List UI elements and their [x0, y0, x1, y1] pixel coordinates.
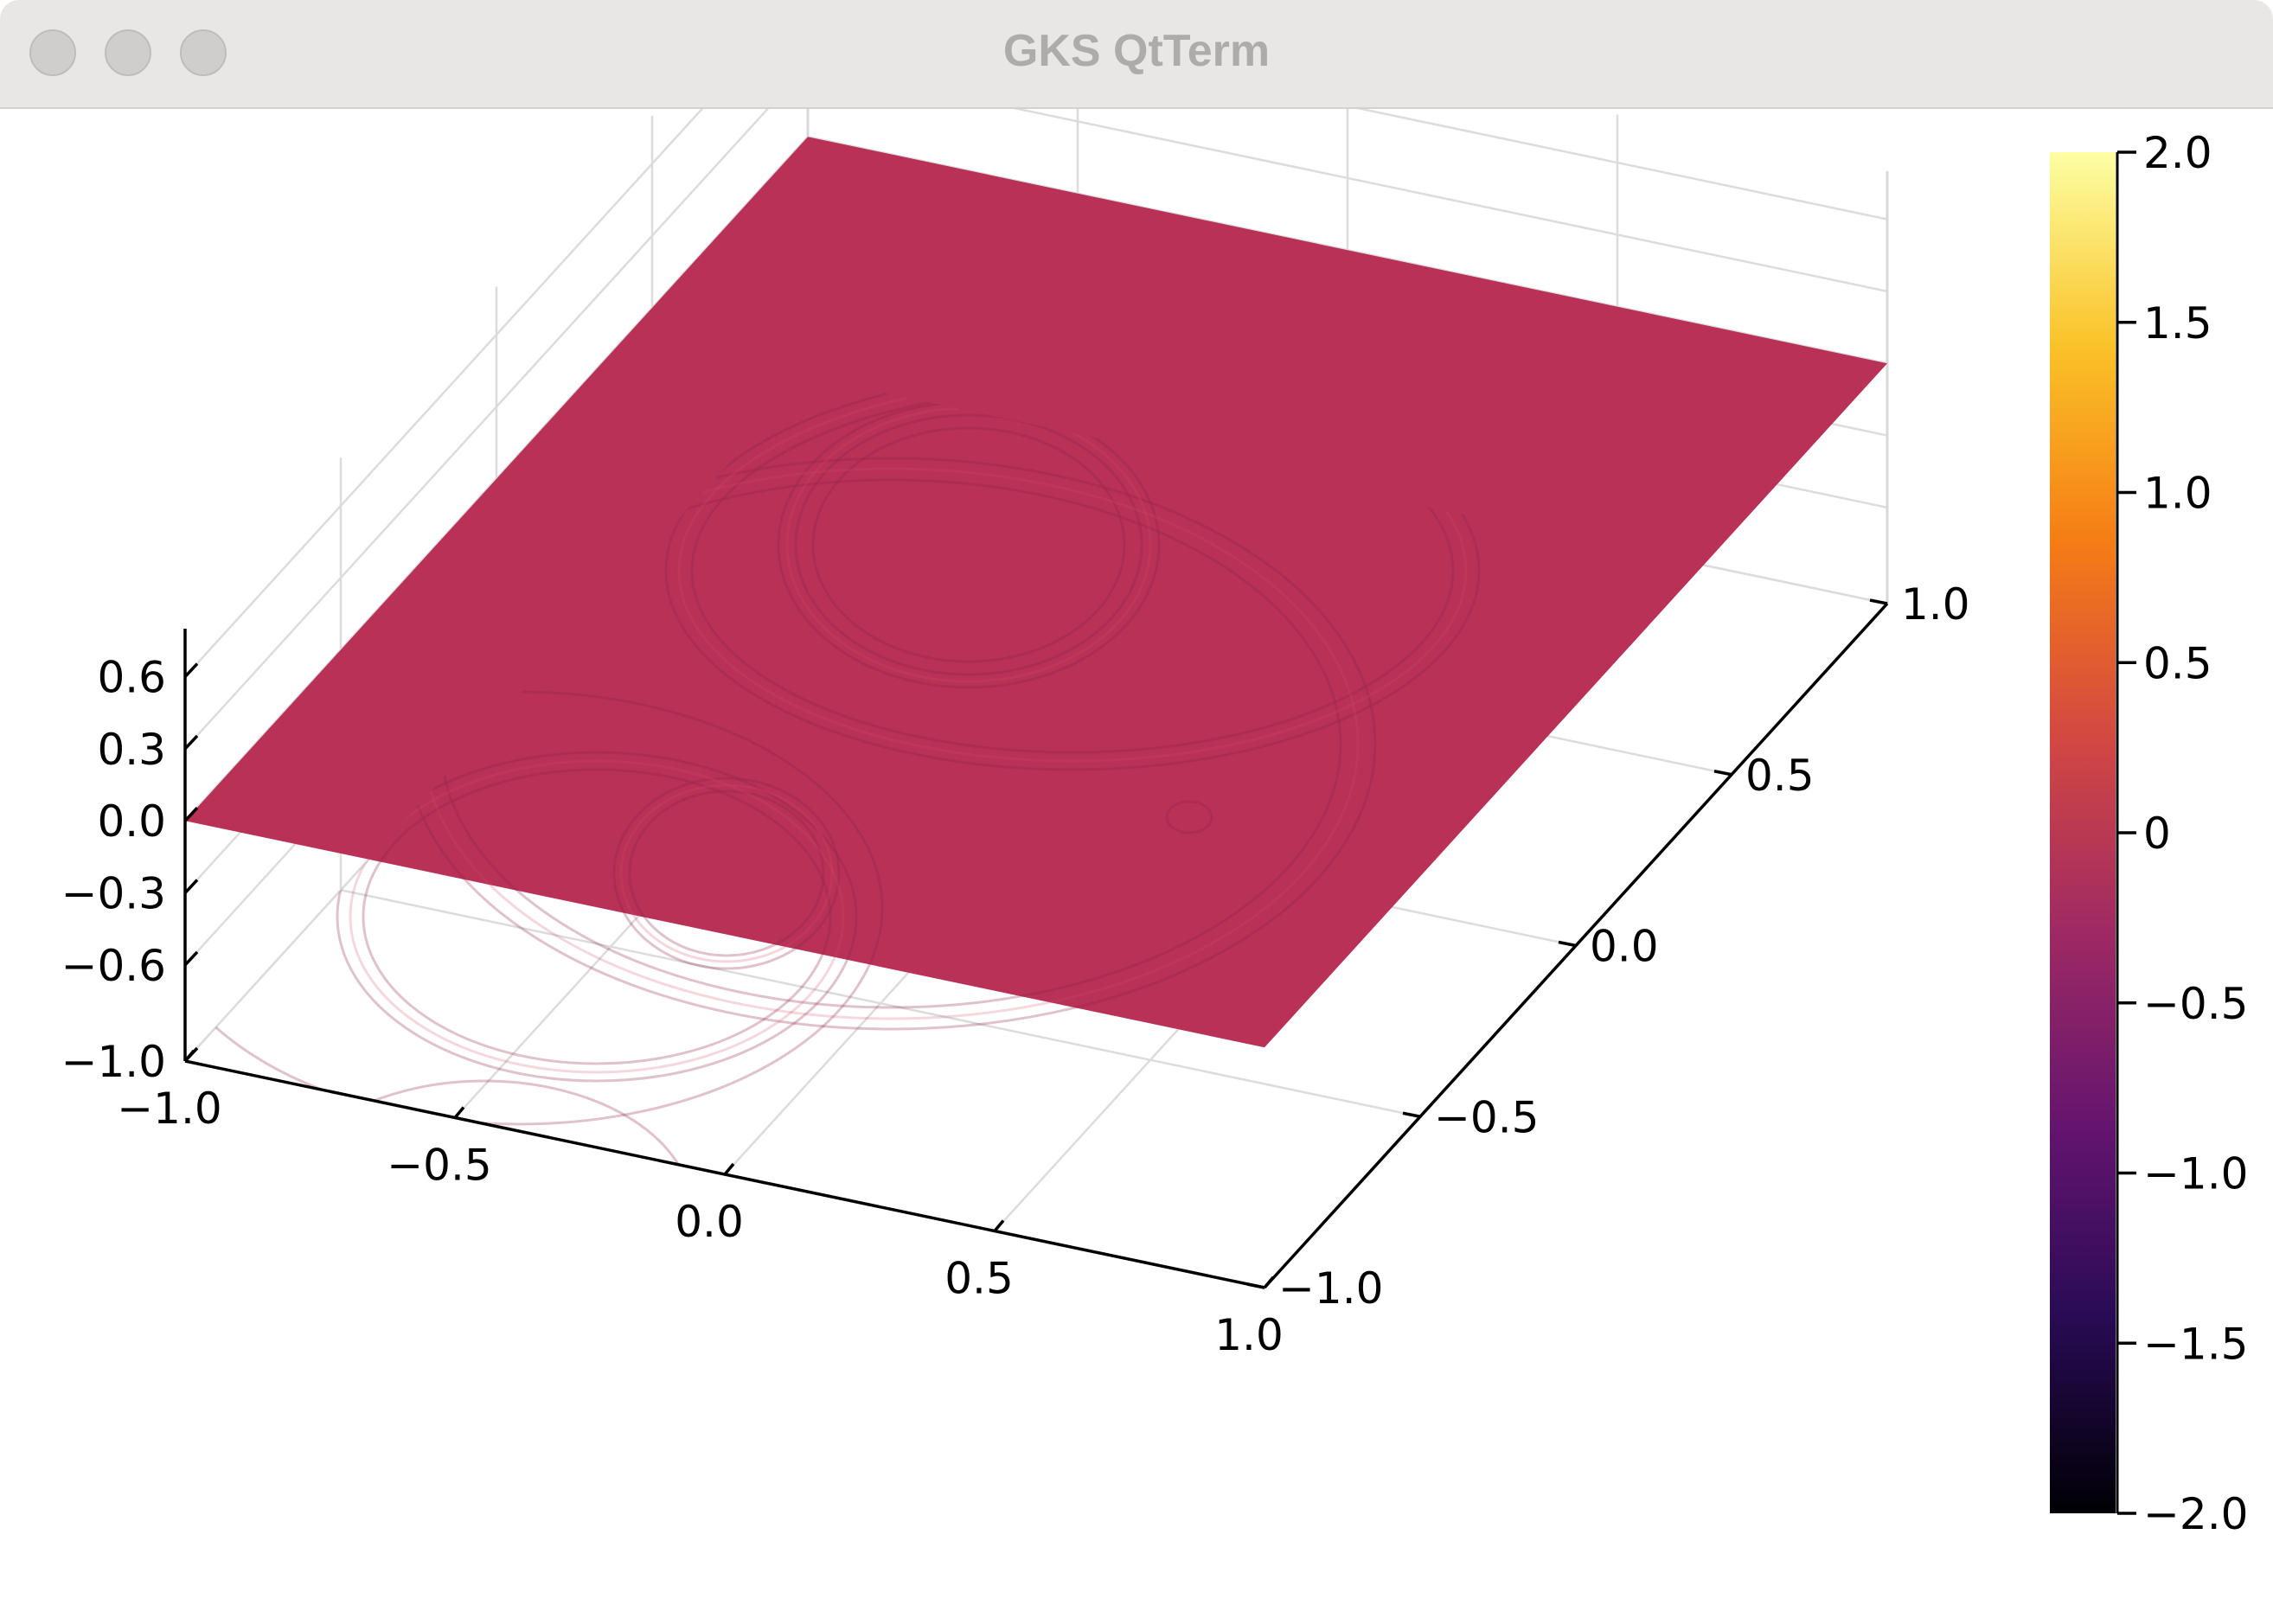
y-tick-label: 0.5	[1745, 751, 1815, 801]
z-tick-label: 0.3	[97, 725, 166, 775]
z-tick-label: −0.3	[61, 869, 166, 919]
x-tick-label: −1.0	[117, 1084, 221, 1134]
z-tick-label: −1.0	[61, 1037, 166, 1087]
z-tick-label: 0.0	[97, 796, 166, 847]
z-tick-label: −0.6	[61, 941, 166, 991]
colorbar-tick-label: 1.5	[2143, 298, 2212, 348]
colorbar-ticks: −2.0 −1.5 −1.0 −0.5 0 0.5 1.0 1.5 2.0	[2117, 128, 2248, 1539]
colorbar-tick-label: −2.0	[2143, 1489, 2248, 1539]
colorbar	[2050, 152, 2116, 1513]
colorbar-tick-label: −1.0	[2143, 1149, 2248, 1199]
colorbar-tick-label: 1.0	[2143, 469, 2212, 519]
minimize-button[interactable]	[105, 29, 151, 76]
close-button[interactable]	[29, 29, 76, 76]
x-tick-label: 0.5	[944, 1254, 1014, 1304]
colorbar-tick-label: 2.0	[2143, 128, 2212, 178]
y-tick-label: −1.0	[1278, 1263, 1383, 1314]
y-tick-label: −0.5	[1434, 1092, 1539, 1142]
colorbar-tick-label: −1.5	[2143, 1319, 2248, 1369]
zoom-button[interactable]	[180, 29, 227, 76]
x-tick-label: 1.0	[1214, 1310, 1284, 1360]
y-tick-label: 1.0	[1901, 579, 1970, 630]
colorbar-tick-label: 0.5	[2143, 638, 2212, 688]
y-axis-ticks: −1.0 −0.5 0.0 0.5 1.0	[1246, 579, 1970, 1314]
y-tick-label: 0.0	[1590, 922, 1659, 972]
x-tick-label: −0.5	[387, 1141, 491, 1191]
window-title: GKS QtTerm	[1002, 26, 1271, 76]
title-bar[interactable]: GKS QtTerm	[0, 0, 2273, 109]
colorbar-tick-label: −0.5	[2143, 979, 2248, 1029]
surface-sheet	[185, 137, 1887, 1048]
x-axis-ticks: −1.0 −0.5 0.0 0.5 1.0	[117, 1049, 1284, 1360]
x-tick-label: 0.0	[675, 1197, 744, 1247]
z-axis-ticks: −1.0 −0.6 −0.3 0.0 0.3 0.6	[61, 653, 199, 1087]
z-tick-label: 0.6	[97, 653, 166, 703]
surface-plot: −1.0 −0.5 0.0 0.5 1.0 −1.0 −0.5 0.0 0.5 1.0 −1.0…	[61, 0, 2248, 1539]
colorbar-tick-label: 0	[2143, 809, 2171, 859]
